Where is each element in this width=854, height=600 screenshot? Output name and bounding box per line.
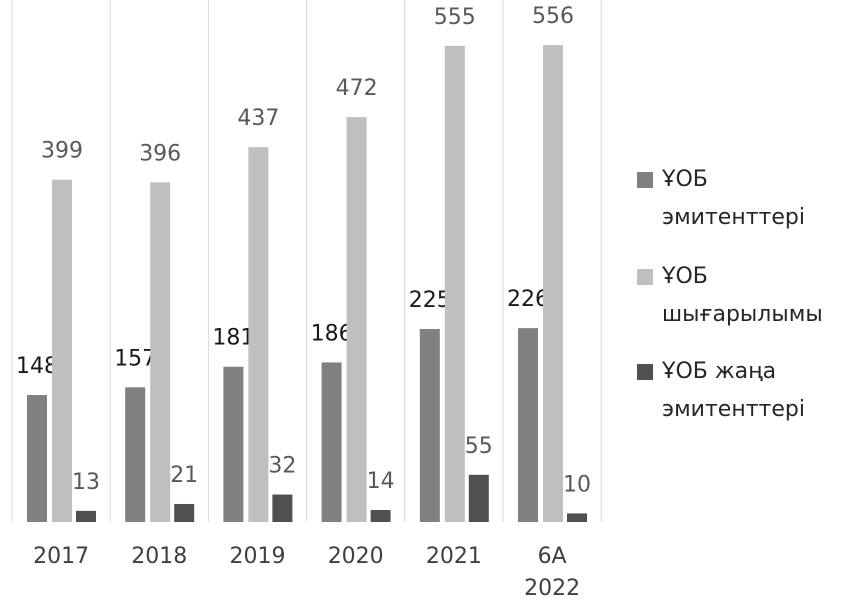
data-label: 13 — [72, 470, 100, 495]
bar — [27, 395, 47, 522]
bar — [346, 117, 367, 522]
data-label: 437 — [237, 106, 279, 131]
bar — [174, 503, 195, 522]
data-label: 181 — [212, 326, 254, 351]
data-label: 396 — [139, 141, 181, 166]
data-label: 157 — [114, 346, 156, 371]
data-label: 555 — [434, 5, 476, 30]
x-tick-label: 2020 — [327, 544, 384, 569]
bar — [370, 509, 391, 522]
bar — [321, 362, 342, 522]
bar — [468, 474, 489, 522]
legend-label: ҰОБ жаңа эмитенттері — [662, 359, 805, 422]
x-tick-label: 2021 — [425, 544, 482, 569]
bar — [272, 494, 293, 522]
data-label: 186 — [311, 321, 353, 346]
bar — [248, 147, 269, 522]
x-tick-label: 2017 — [33, 544, 90, 569]
bar — [567, 513, 587, 522]
data-label: 225 — [409, 288, 451, 313]
legend-label: ҰОБ шығарылымы — [662, 264, 823, 327]
legend-swatch — [637, 172, 653, 188]
legend-swatch — [637, 269, 653, 285]
data-label: 14 — [367, 469, 395, 494]
data-label: 21 — [170, 463, 198, 488]
legend-swatch — [637, 364, 653, 380]
x-tick-label: 6А 2022 — [524, 544, 581, 600]
data-label: 226 — [507, 287, 549, 312]
bar — [76, 510, 96, 522]
data-label: 32 — [268, 454, 296, 479]
data-label: 55 — [465, 434, 493, 459]
data-label: 10 — [563, 472, 591, 497]
bar — [518, 328, 538, 522]
data-label: 399 — [41, 139, 83, 164]
bar — [444, 45, 465, 523]
x-tick-label: 2018 — [131, 544, 188, 569]
bar — [125, 387, 146, 522]
legend-label: ҰОБ эмитенттері — [662, 167, 805, 230]
bar — [150, 182, 171, 522]
x-tick-label: 2019 — [229, 544, 286, 569]
data-label: 556 — [532, 4, 574, 29]
data-label: 148 — [16, 354, 58, 379]
bar — [543, 45, 563, 522]
bar — [223, 366, 244, 522]
bar — [52, 179, 72, 522]
data-label: 472 — [336, 76, 378, 101]
bar — [419, 328, 440, 522]
